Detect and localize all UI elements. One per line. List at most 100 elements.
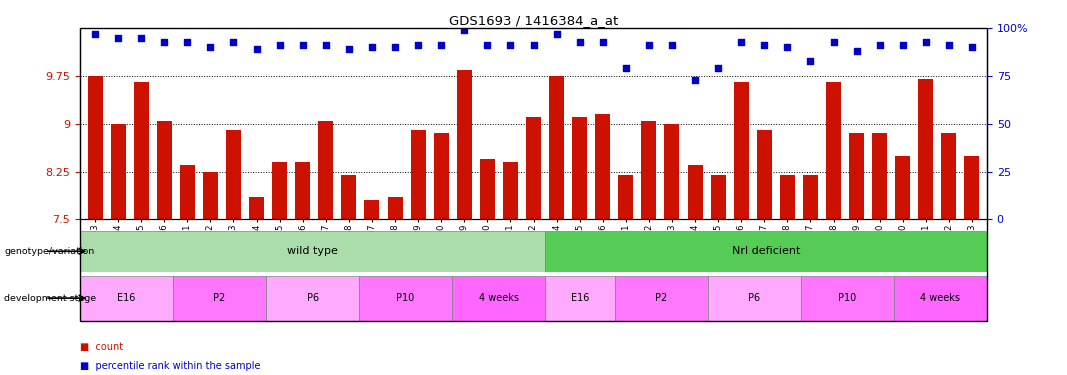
- Bar: [249, 197, 264, 219]
- Bar: [707, 276, 801, 321]
- Text: 4 weeks: 4 weeks: [921, 293, 960, 303]
- Bar: [826, 82, 841, 219]
- Bar: [226, 130, 241, 219]
- Bar: [801, 276, 894, 321]
- Bar: [365, 200, 380, 219]
- Point: [248, 46, 265, 52]
- Point: [340, 46, 357, 52]
- Bar: [503, 162, 517, 219]
- Text: E16: E16: [571, 293, 589, 303]
- Point: [110, 35, 127, 41]
- Bar: [919, 79, 934, 219]
- Point: [364, 44, 381, 50]
- Point: [86, 31, 103, 37]
- Bar: [894, 276, 987, 321]
- Point: [294, 42, 312, 48]
- Bar: [80, 276, 173, 321]
- Bar: [411, 130, 426, 219]
- Point: [710, 65, 727, 71]
- Bar: [849, 134, 864, 219]
- Bar: [965, 156, 980, 219]
- Bar: [615, 276, 707, 321]
- Point: [432, 42, 449, 48]
- Point: [479, 42, 496, 48]
- Bar: [480, 159, 495, 219]
- Point: [386, 44, 403, 50]
- Point: [548, 31, 566, 37]
- Point: [410, 42, 427, 48]
- Text: E16: E16: [117, 293, 136, 303]
- Bar: [173, 276, 266, 321]
- Bar: [595, 114, 610, 219]
- Point: [179, 39, 196, 45]
- Point: [894, 42, 911, 48]
- Text: P2: P2: [213, 293, 226, 303]
- Text: genotype/variation: genotype/variation: [4, 247, 95, 256]
- Point: [640, 42, 657, 48]
- Bar: [545, 231, 987, 272]
- Text: P10: P10: [397, 293, 415, 303]
- Bar: [687, 165, 702, 219]
- Bar: [550, 76, 564, 219]
- Bar: [87, 76, 102, 219]
- Bar: [387, 197, 402, 219]
- Bar: [803, 175, 818, 219]
- Text: ■  count: ■ count: [80, 342, 123, 352]
- Bar: [80, 231, 545, 272]
- Point: [755, 42, 773, 48]
- Point: [594, 39, 611, 45]
- Point: [132, 35, 149, 41]
- Point: [940, 42, 957, 48]
- Point: [779, 44, 796, 50]
- Point: [271, 42, 288, 48]
- Point: [317, 42, 334, 48]
- Bar: [780, 175, 795, 219]
- Bar: [941, 134, 956, 219]
- Point: [501, 42, 519, 48]
- Bar: [526, 117, 541, 219]
- Point: [456, 27, 473, 33]
- Point: [571, 39, 588, 45]
- Bar: [203, 172, 218, 219]
- Text: ■  percentile rank within the sample: ■ percentile rank within the sample: [80, 361, 260, 370]
- Text: P10: P10: [839, 293, 857, 303]
- Point: [225, 39, 242, 45]
- Point: [871, 42, 888, 48]
- Text: development stage: development stage: [4, 294, 96, 303]
- Bar: [360, 276, 452, 321]
- Text: P6: P6: [306, 293, 319, 303]
- Bar: [757, 130, 771, 219]
- Bar: [895, 156, 910, 219]
- Point: [664, 42, 681, 48]
- Bar: [545, 276, 615, 321]
- Point: [156, 39, 173, 45]
- Bar: [341, 175, 356, 219]
- Bar: [266, 276, 360, 321]
- Point: [918, 39, 935, 45]
- Bar: [572, 117, 587, 219]
- Bar: [734, 82, 749, 219]
- Bar: [457, 70, 472, 219]
- Text: P2: P2: [655, 293, 668, 303]
- Bar: [296, 162, 310, 219]
- Bar: [433, 134, 449, 219]
- Title: GDS1693 / 1416384_a_at: GDS1693 / 1416384_a_at: [449, 14, 618, 27]
- Bar: [618, 175, 634, 219]
- Bar: [111, 124, 126, 219]
- Point: [733, 39, 750, 45]
- Text: wild type: wild type: [287, 246, 338, 256]
- Bar: [180, 165, 195, 219]
- Bar: [711, 175, 726, 219]
- Point: [825, 39, 842, 45]
- Point: [802, 58, 819, 64]
- Bar: [318, 120, 333, 219]
- Point: [848, 48, 865, 54]
- Text: P6: P6: [748, 293, 761, 303]
- Text: 4 weeks: 4 weeks: [479, 293, 519, 303]
- Bar: [133, 82, 148, 219]
- Point: [686, 77, 703, 83]
- Point: [618, 65, 635, 71]
- Bar: [452, 276, 545, 321]
- Bar: [157, 120, 172, 219]
- Point: [202, 44, 219, 50]
